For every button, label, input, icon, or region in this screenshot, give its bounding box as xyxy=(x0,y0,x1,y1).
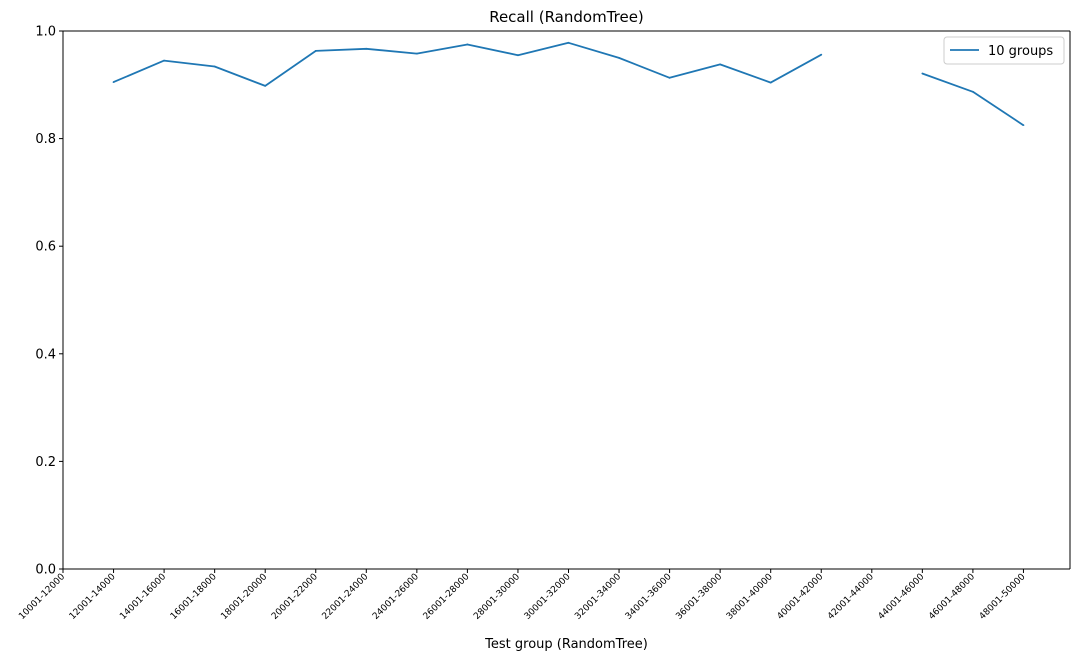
y-tick-label: 0.4 xyxy=(35,347,56,362)
axes-layer xyxy=(62,30,1071,570)
data-point xyxy=(972,90,974,93)
data-point xyxy=(213,65,216,68)
data-point xyxy=(921,72,924,75)
y-tick-label: 0.8 xyxy=(35,132,56,147)
x-tick-label: 32001-34000 xyxy=(573,572,623,622)
data-point xyxy=(112,81,115,84)
data-point xyxy=(618,57,620,59)
x-tick-label: 30001-32000 xyxy=(523,572,573,622)
x-tick-label: 38001-40000 xyxy=(725,572,775,622)
y-tick-label: 0.2 xyxy=(35,455,56,470)
x-tick-label: 18001-20000 xyxy=(219,572,269,622)
data-point xyxy=(415,52,418,55)
data-point xyxy=(365,47,368,50)
data-point xyxy=(163,59,166,62)
x-tick-label: 28001-30000 xyxy=(472,572,522,622)
y-tick-label: 0.6 xyxy=(35,240,56,255)
data-point xyxy=(567,41,570,44)
x-tick-label: 44001-46000 xyxy=(877,572,927,622)
y-tick-label: 1.0 xyxy=(35,25,56,40)
data-point xyxy=(466,43,469,46)
x-tick-label: 20001-22000 xyxy=(270,572,320,622)
data-point xyxy=(314,50,317,52)
data-point xyxy=(517,54,519,57)
x-tick-label: 22001-24000 xyxy=(321,572,371,622)
legend-label: 10 groups xyxy=(988,44,1053,59)
series-layer xyxy=(112,41,1025,127)
data-point xyxy=(1022,124,1025,127)
x-tick-label: 16001-18000 xyxy=(169,572,219,622)
y-tick-label: 0.0 xyxy=(35,563,56,578)
x-tick-label: 34001-36000 xyxy=(624,572,674,622)
x-tick-label: 24001-26000 xyxy=(371,572,421,622)
x-tick-label: 40001-42000 xyxy=(776,572,826,622)
data-point xyxy=(820,53,823,56)
x-tick-label: 48001-50000 xyxy=(978,572,1028,622)
data-point xyxy=(668,76,671,79)
x-ticks: 10001-12000 12001-14000 14001-16000 16001-1… xyxy=(17,569,1028,622)
data-point xyxy=(769,81,772,84)
data-point xyxy=(264,84,267,87)
plot-area xyxy=(63,31,1070,569)
legend-box xyxy=(943,36,1065,65)
x-tick-label: 36001-38000 xyxy=(674,572,724,622)
legend: 10 groups xyxy=(943,36,1065,65)
x-axis-label: Test group (RandomTree) xyxy=(484,637,648,652)
x-tick-label: 42001-44000 xyxy=(826,572,876,622)
x-tick-label: 26001-28000 xyxy=(422,572,472,622)
x-tick-label: 10001-12000 xyxy=(17,572,67,622)
y-ticks: 0.0 0.2 0.4 0.6 0.8 1.0 xyxy=(35,25,63,578)
chart-title: Recall (RandomTree) xyxy=(489,8,644,26)
x-tick-label: 12001-14000 xyxy=(68,572,118,622)
data-point xyxy=(719,63,722,66)
x-tick-label: 46001-48000 xyxy=(927,572,977,622)
x-tick-label: 14001-16000 xyxy=(118,572,168,622)
